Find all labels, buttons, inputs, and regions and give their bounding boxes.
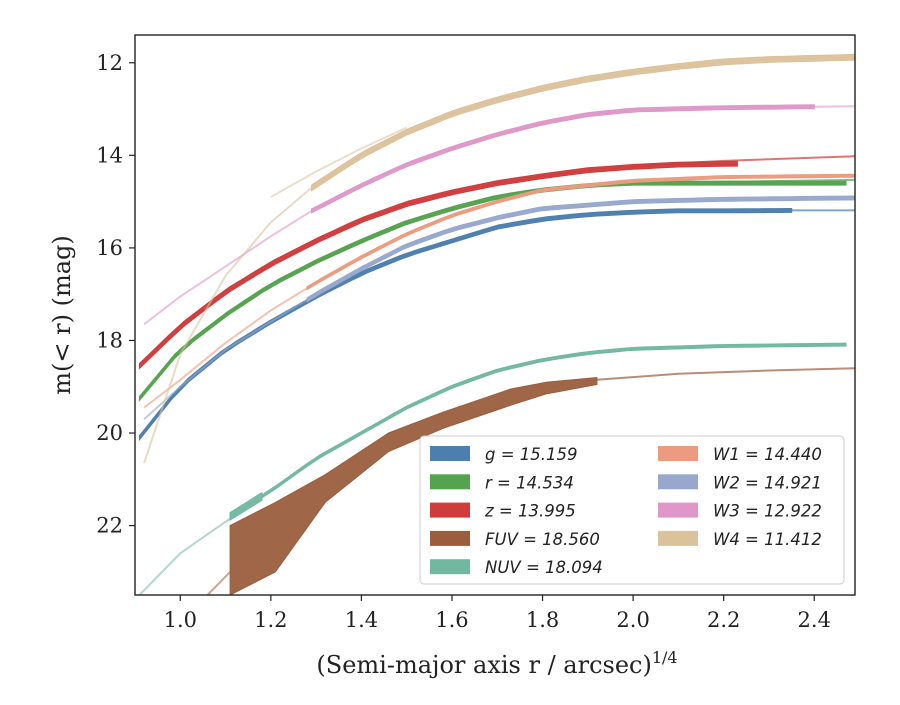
legend-entry: NUV = 18.094	[485, 558, 603, 577]
legend-swatch	[658, 530, 698, 546]
y-tick-label: 12	[96, 51, 123, 75]
legend-entry: r = 14.534	[485, 473, 574, 492]
series-6	[143, 195, 855, 420]
x-tick-label: 2.4	[798, 608, 831, 632]
x-tick-label: 1.4	[345, 608, 378, 632]
legend-entry: W2 = 14.921	[713, 473, 822, 492]
series-8	[143, 53, 855, 464]
series-8-lead-line	[270, 126, 408, 198]
series-2-band-0	[138, 160, 738, 370]
legend-swatch	[430, 530, 470, 546]
series-7-band-0	[311, 104, 815, 214]
y-tick-label: 18	[96, 328, 123, 352]
legend-entry: FUV = 18.560	[485, 530, 600, 549]
legend-entry: g = 15.159	[485, 445, 578, 464]
plot-frame	[134, 34, 856, 596]
series-8-band-0	[311, 53, 855, 192]
x-tick-label: 2.0	[616, 608, 649, 632]
y-tick-label: 14	[96, 143, 123, 167]
series-1-band-0	[138, 180, 847, 402]
x-tick-label: 1.0	[164, 608, 197, 632]
series-3	[206, 367, 855, 595]
x-tick-label: 2.2	[707, 608, 740, 632]
series-3-tail-line	[596, 367, 855, 381]
legend-swatch	[658, 474, 698, 490]
y-tick-label: 16	[96, 236, 123, 260]
series-3-band	[229, 376, 598, 595]
series-7	[143, 104, 855, 326]
legend-swatch	[430, 502, 470, 518]
legend: g = 15.159 r = 14.534 z = 13.995 FUV = 18.5…	[419, 435, 845, 585]
legend-entry: z = 13.995	[484, 502, 576, 521]
y-tick-label: 20	[96, 421, 123, 445]
series-5	[143, 173, 855, 409]
series-6-band-0	[306, 195, 855, 303]
series-5-band-0	[306, 173, 855, 291]
legend-swatch	[430, 446, 470, 461]
y-axis-title: m(< r) (mag)	[48, 235, 76, 394]
series-2	[138, 155, 855, 370]
legend-entry: W1 = 14.440	[713, 445, 822, 464]
series-0-band-0	[138, 207, 793, 442]
y-tick-label: 22	[96, 514, 123, 538]
series-3-lead-line	[206, 571, 231, 595]
legend-swatch	[430, 559, 470, 575]
legend-swatch	[430, 474, 470, 490]
x-tick-label: 1.2	[254, 608, 287, 632]
x-axis-title-superscript: 1/4	[652, 648, 678, 667]
legend-frame	[419, 435, 845, 585]
series-4-band-1	[261, 342, 847, 500]
series-4-band-0	[229, 491, 263, 522]
series-4	[138, 342, 847, 595]
legend-entry: W4 = 11.412	[713, 530, 822, 549]
x-axis-title: (Semi-major axis r / arcsec)1/4	[316, 648, 677, 679]
x-tick-label: 1.8	[526, 608, 559, 632]
legend-swatch	[658, 502, 698, 518]
series-4-lead-line	[138, 517, 231, 595]
legend-entry: W3 = 12.922	[713, 502, 822, 521]
x-tick-label: 1.6	[435, 608, 468, 632]
legend-swatch	[658, 446, 698, 461]
